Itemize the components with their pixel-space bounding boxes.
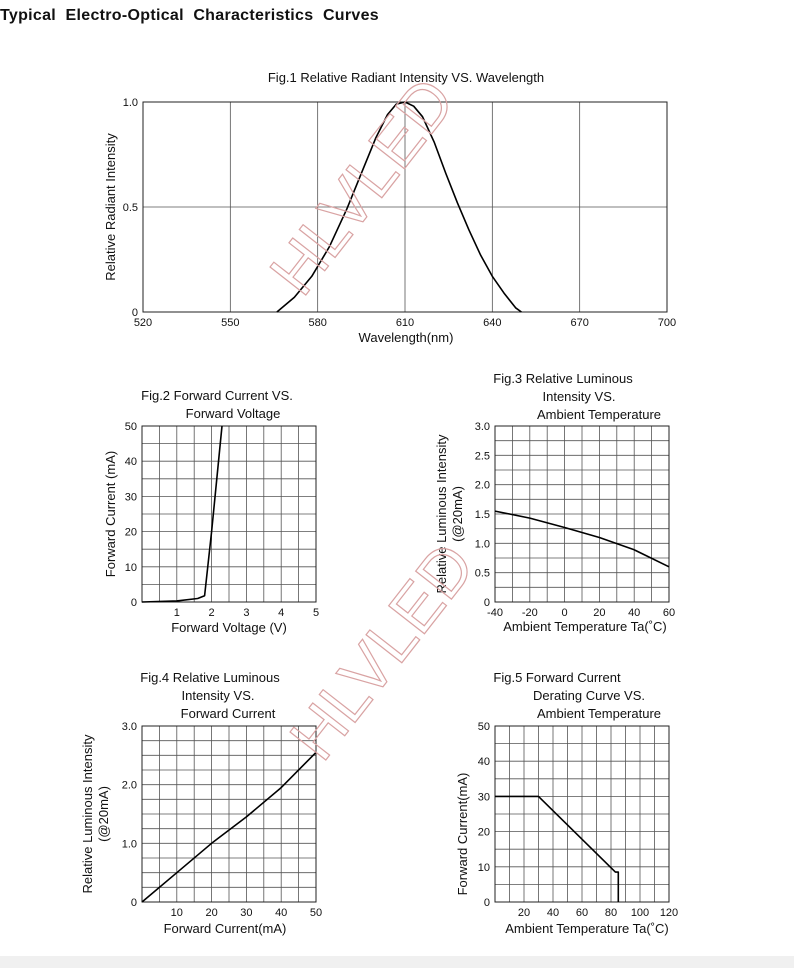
x-tick-label: -40 xyxy=(487,607,503,619)
watermark-logo: HLVLED xyxy=(275,529,488,773)
plot-frame xyxy=(494,425,670,603)
x-axis-label: Forward Voltage (V) xyxy=(171,620,287,635)
watermark-logo: HLVLED xyxy=(255,64,468,308)
chart-title: Forward Voltage xyxy=(186,406,281,421)
y-tick-label: 0 xyxy=(132,307,138,319)
y-tick-label: 0 xyxy=(131,897,137,909)
x-axis-label: Ambient Temperature Ta(˚C) xyxy=(503,619,667,634)
x-tick-label: 20 xyxy=(518,907,530,919)
y-tick-label: 2.0 xyxy=(475,480,490,492)
y-tick-label: 10 xyxy=(125,562,137,574)
y-tick-label: 20 xyxy=(125,527,137,539)
chart-title: Derating Curve VS. xyxy=(533,688,645,703)
x-tick-label: 550 xyxy=(221,317,239,329)
chart-title: Fig.4 Relative Luminous xyxy=(140,670,280,685)
x-axis-label: Ambient Temperature Ta(˚C) xyxy=(505,921,669,936)
y-tick-label: 1.0 xyxy=(122,838,137,850)
x-tick-label: 40 xyxy=(547,907,559,919)
x-tick-label: 610 xyxy=(396,317,414,329)
chart-title: Ambient Temperature xyxy=(537,706,661,721)
y-axis-label: Relative Radiant Intensity xyxy=(103,133,118,281)
chart-title: Fig.5 Forward Current xyxy=(493,670,621,685)
x-tick-label: 60 xyxy=(663,607,675,619)
x-tick-label: 120 xyxy=(660,907,678,919)
y-tick-label: 20 xyxy=(478,827,490,839)
y-axis-label: Forward Current(mA) xyxy=(455,773,470,896)
x-tick-label: 4 xyxy=(278,607,284,619)
x-tick-label: 100 xyxy=(631,907,649,919)
fig3-chart: -40 -20 0 20 40 60 0 0.5 1.0 1.5 2.0 2.5 3.0 Fig.3 Re… xyxy=(434,371,675,634)
y-tick-label: 10 xyxy=(478,862,490,874)
plot-frame xyxy=(141,425,317,603)
y-axis-label: (@20mA) xyxy=(96,786,111,842)
chart-title: Fig.1 Relative Radiant Intensity VS. Wav… xyxy=(268,70,544,85)
x-tick-label: 3 xyxy=(243,607,249,619)
y-tick-label: 0 xyxy=(484,897,490,909)
y-axis-label: Forward Current (mA) xyxy=(103,451,118,577)
x-tick-label: 50 xyxy=(310,907,322,919)
y-tick-label: 2.5 xyxy=(475,450,490,462)
x-tick-label: 10 xyxy=(171,907,183,919)
y-tick-label: 1.0 xyxy=(475,538,490,550)
y-tick-label: 50 xyxy=(125,421,137,433)
x-tick-label: 640 xyxy=(483,317,501,329)
x-tick-label: 0 xyxy=(562,607,568,619)
x-tick-label: 520 xyxy=(134,317,152,329)
x-axis-label: Forward Current(mA) xyxy=(164,921,287,936)
y-tick-label: 3.0 xyxy=(475,421,490,433)
y-tick-label: 30 xyxy=(478,791,490,803)
fig1-chart: 520 550 580 610 640 670 700 0 0.5 1.0 Fig.1 Relati… xyxy=(103,70,676,345)
data-series-line xyxy=(141,425,223,603)
chart-title: Ambient Temperature xyxy=(537,407,661,422)
y-tick-label: 0 xyxy=(131,597,137,609)
chart-title: Intensity VS. xyxy=(182,688,255,703)
x-tick-label: 40 xyxy=(628,607,640,619)
plot-frame xyxy=(141,725,317,903)
y-tick-label: 30 xyxy=(125,491,137,503)
y-tick-label: 0 xyxy=(484,597,490,609)
x-tick-label: 580 xyxy=(308,317,326,329)
x-tick-label: 60 xyxy=(576,907,588,919)
bottom-scroll-strip xyxy=(0,956,794,968)
fig5-chart: 20 40 60 80 100 120 0 10 20 30 40 50 Fig.5 Forward C… xyxy=(455,670,678,936)
x-tick-label: 2 xyxy=(209,607,215,619)
y-axis-label: Relative Luminous Intensity xyxy=(434,434,449,593)
data-series-line xyxy=(141,751,317,903)
chart-title: Fig.2 Forward Current VS. xyxy=(141,388,293,403)
x-tick-label: 20 xyxy=(205,907,217,919)
y-tick-label: 2.0 xyxy=(122,780,137,792)
y-tick-label: 0.5 xyxy=(475,568,490,580)
y-tick-label: 0.5 xyxy=(123,202,138,214)
fig4-chart: 10 20 30 40 50 0 1.0 2.0 3.0 Fig.4 Relative Lumin… xyxy=(80,670,322,936)
chart-title: Fig.3 Relative Luminous xyxy=(493,371,633,386)
x-tick-label: 20 xyxy=(593,607,605,619)
x-tick-label: 80 xyxy=(605,907,617,919)
x-tick-label: 700 xyxy=(658,317,676,329)
x-tick-label: -20 xyxy=(522,607,538,619)
y-tick-label: 40 xyxy=(478,756,490,768)
y-axis-label: (@20mA) xyxy=(450,486,465,542)
x-tick-label: 30 xyxy=(240,907,252,919)
plot-frame xyxy=(494,725,670,903)
x-tick-label: 1 xyxy=(174,607,180,619)
y-tick-label: 50 xyxy=(478,721,490,733)
chart-title: Forward Current xyxy=(181,706,276,721)
y-axis-label: Relative Luminous Intensity xyxy=(80,734,95,893)
y-tick-label: 1.5 xyxy=(475,509,490,521)
y-tick-label: 3.0 xyxy=(122,721,137,733)
x-axis-label: Wavelength(nm) xyxy=(359,330,454,345)
page-title: Typical Electro-Optical Characteristics … xyxy=(0,7,379,24)
x-tick-label: 5 xyxy=(313,607,319,619)
data-series-line xyxy=(494,510,670,568)
y-tick-label: 40 xyxy=(125,456,137,468)
x-tick-label: 670 xyxy=(570,317,588,329)
chart-title: Intensity VS. xyxy=(543,389,616,404)
x-tick-label: 40 xyxy=(275,907,287,919)
y-tick-label: 1.0 xyxy=(123,97,138,109)
